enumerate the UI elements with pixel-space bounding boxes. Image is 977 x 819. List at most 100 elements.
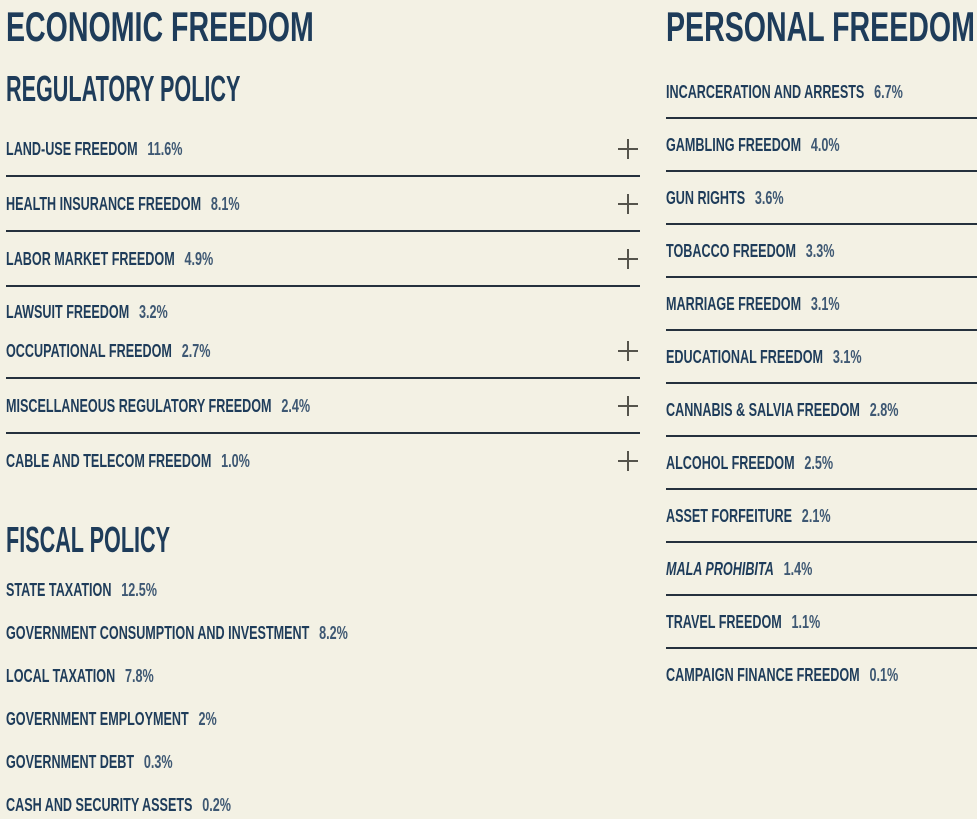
category-label: GOVERNMENT DEBT	[6, 752, 135, 772]
row-text: TRAVEL FREEDOM 1.1%	[666, 612, 820, 632]
row-miscellaneous-regulatory-freedom[interactable]: MISCELLANEOUS REGULATORY FREEDOM 2.4%	[6, 379, 640, 434]
economic-freedom-title: ECONOMIC FREEDOM	[6, 3, 640, 50]
category-weight-value: 2.4%	[281, 396, 311, 416]
row-text: EDUCATIONAL FREEDOM 3.1%	[666, 347, 862, 367]
category-weight-value: 0.2%	[202, 795, 231, 815]
row-text: INCARCERATION AND ARRESTS 6.7%	[666, 82, 903, 102]
category-label: TOBACCO FREEDOM	[666, 241, 796, 261]
category-label: GAMBLING FREEDOM	[666, 135, 802, 155]
category-label: GOVERNMENT CONSUMPTION AND INVESTMENT	[6, 623, 310, 643]
category-weight-value: 7.8%	[125, 666, 154, 686]
category-weight-value: 4.9%	[184, 249, 214, 269]
row-text: CASH AND SECURITY ASSETS 0.2%	[6, 795, 231, 815]
row-health-insurance-freedom[interactable]: HEALTH INSURANCE FREEDOM 8.1%	[6, 177, 640, 232]
row-text: GOVERNMENT EMPLOYMENT 2%	[6, 709, 217, 729]
economic-freedom-title-text: ECONOMIC FREEDOM	[6, 3, 314, 50]
row-mala-prohibita[interactable]: MALA PROHIBITA 1.4%	[666, 543, 977, 596]
plus-icon[interactable]	[617, 193, 639, 215]
plus-icon[interactable]	[617, 450, 639, 472]
category-weight-value: 1.0%	[221, 451, 250, 471]
category-weight-value: 8.1%	[210, 194, 240, 214]
category-weight-value: 3.1%	[810, 294, 840, 314]
row-cannabis-salvia-freedom[interactable]: CANNABIS & SALVIA FREEDOM 2.8%	[666, 384, 977, 437]
plus-icon[interactable]	[617, 138, 639, 160]
row-asset-forfeiture[interactable]: ASSET FORFEITURE 2.1%	[666, 490, 977, 543]
category-label: MISCELLANEOUS REGULATORY FREEDOM	[6, 396, 272, 416]
row-text: MARRIAGE FREEDOM 3.1%	[666, 294, 840, 314]
row-travel-freedom[interactable]: TRAVEL FREEDOM 1.1%	[666, 596, 977, 649]
category-weight-value: 2.8%	[869, 400, 899, 420]
row-text: STATE TAXATION 12.5%	[6, 580, 157, 600]
row-text: GUN RIGHTS 3.6%	[666, 188, 784, 208]
regulatory-policy-heading-text: REGULATORY POLICY	[6, 68, 241, 109]
row-text: CAMPAIGN FINANCE FREEDOM 0.1%	[666, 665, 898, 685]
regulatory-policy-list: LAND-USE FREEDOM 11.6% HEALTH INSURANCE FR…	[6, 122, 640, 487]
plus-icon[interactable]	[617, 340, 639, 362]
category-weight-value: 2.5%	[804, 453, 834, 473]
row-alcohol-freedom[interactable]: ALCOHOL FREEDOM 2.5%	[666, 437, 977, 490]
category-weight-value: 3.1%	[832, 347, 862, 367]
row-labor-market-freedom[interactable]: LABOR MARKET FREEDOM 4.9%	[6, 232, 640, 287]
row-text: HEALTH INSURANCE FREEDOM 8.1%	[6, 194, 240, 214]
category-label: LAWSUIT FREEDOM	[6, 302, 130, 322]
row-cash-and-security-assets: CASH AND SECURITY ASSETS 0.2%	[6, 784, 640, 819]
row-cable-and-telecom-freedom[interactable]: CABLE AND TELECOM FREEDOM 1.0%	[6, 434, 640, 487]
row-text: ALCOHOL FREEDOM 2.5%	[666, 453, 833, 473]
economic-freedom-column: ECONOMIC FREEDOM REGULATORY POLICY LAND-…	[6, 3, 640, 819]
category-weight-value: 0.1%	[869, 665, 899, 685]
plus-icon[interactable]	[617, 248, 639, 270]
category-label: CASH AND SECURITY ASSETS	[6, 795, 193, 815]
row-incarceration-and-arrests[interactable]: INCARCERATION AND ARRESTS 6.7%	[666, 66, 977, 119]
row-educational-freedom[interactable]: EDUCATIONAL FREEDOM 3.1%	[666, 331, 977, 384]
row-text: LAWSUIT FREEDOM 3.2%	[6, 302, 168, 322]
category-label: HEALTH INSURANCE FREEDOM	[6, 194, 202, 214]
row-text: OCCUPATIONAL FREEDOM 2.7%	[6, 341, 210, 361]
plus-icon[interactable]	[617, 395, 639, 417]
personal-freedom-title-text: PERSONAL FREEDOM	[666, 3, 975, 50]
row-tobacco-freedom[interactable]: TOBACCO FREEDOM 3.3%	[666, 225, 977, 278]
personal-freedom-title: PERSONAL FREEDOM	[666, 3, 977, 50]
row-gambling-freedom[interactable]: GAMBLING FREEDOM 4.0%	[666, 119, 977, 172]
category-weight-value: 2%	[198, 709, 217, 729]
personal-freedom-list: INCARCERATION AND ARRESTS 6.7% GAMBLING FR…	[666, 66, 977, 700]
category-label: OCCUPATIONAL FREEDOM	[6, 341, 172, 361]
row-land-use-freedom[interactable]: LAND-USE FREEDOM 11.6%	[6, 122, 640, 177]
row-lawsuit-freedom: LAWSUIT FREEDOM 3.2%	[6, 287, 640, 324]
category-weight-value: 8.2%	[319, 623, 348, 643]
category-label: INCARCERATION AND ARRESTS	[666, 82, 865, 102]
category-label: GUN RIGHTS	[666, 188, 746, 208]
row-occupational-freedom[interactable]: OCCUPATIONAL FREEDOM 2.7%	[6, 324, 640, 379]
category-weight-value: 2.7%	[181, 341, 211, 361]
category-label: CAMPAIGN FINANCE FREEDOM	[666, 665, 860, 685]
row-gun-rights[interactable]: GUN RIGHTS 3.6%	[666, 172, 977, 225]
row-state-taxation: STATE TAXATION 12.5%	[6, 569, 640, 612]
category-weight-value: 3.3%	[805, 241, 835, 261]
row-text: GOVERNMENT DEBT 0.3%	[6, 752, 173, 772]
category-weight-value: 6.7%	[874, 82, 903, 102]
row-local-taxation: LOCAL TAXATION 7.8%	[6, 655, 640, 698]
row-text: TOBACCO FREEDOM 3.3%	[666, 241, 834, 261]
category-label: LAND-USE FREEDOM	[6, 139, 138, 159]
category-weight-value: 1.4%	[783, 559, 813, 579]
regulatory-policy-heading: REGULATORY POLICY	[6, 68, 640, 109]
personal-freedom-column: PERSONAL FREEDOM INCARCERATION AND ARRES…	[666, 3, 977, 819]
row-government-employment: GOVERNMENT EMPLOYMENT 2%	[6, 698, 640, 741]
row-campaign-finance-freedom: CAMPAIGN FINANCE FREEDOM 0.1%	[666, 649, 977, 700]
category-label: LOCAL TAXATION	[6, 666, 116, 686]
category-label: EDUCATIONAL FREEDOM	[666, 347, 824, 367]
row-marriage-freedom[interactable]: MARRIAGE FREEDOM 3.1%	[666, 278, 977, 331]
row-text: CABLE AND TELECOM FREEDOM 1.0%	[6, 451, 250, 471]
category-label: STATE TAXATION	[6, 580, 112, 600]
category-weight-value: 3.2%	[139, 302, 168, 322]
category-weight-value: 0.3%	[143, 752, 173, 772]
row-text: LABOR MARKET FREEDOM 4.9%	[6, 249, 213, 269]
fiscal-policy-heading: FISCAL POLICY	[6, 522, 640, 558]
row-government-debt: GOVERNMENT DEBT 0.3%	[6, 741, 640, 784]
category-label: GOVERNMENT EMPLOYMENT	[6, 709, 189, 729]
category-weight-value: 3.6%	[754, 188, 784, 208]
category-label: MARRIAGE FREEDOM	[666, 294, 802, 314]
category-label: CABLE AND TELECOM FREEDOM	[6, 451, 212, 471]
row-text: LOCAL TAXATION 7.8%	[6, 666, 154, 686]
row-text: CANNABIS & SALVIA FREEDOM 2.8%	[666, 400, 898, 420]
category-weight-value: 1.1%	[791, 612, 821, 632]
